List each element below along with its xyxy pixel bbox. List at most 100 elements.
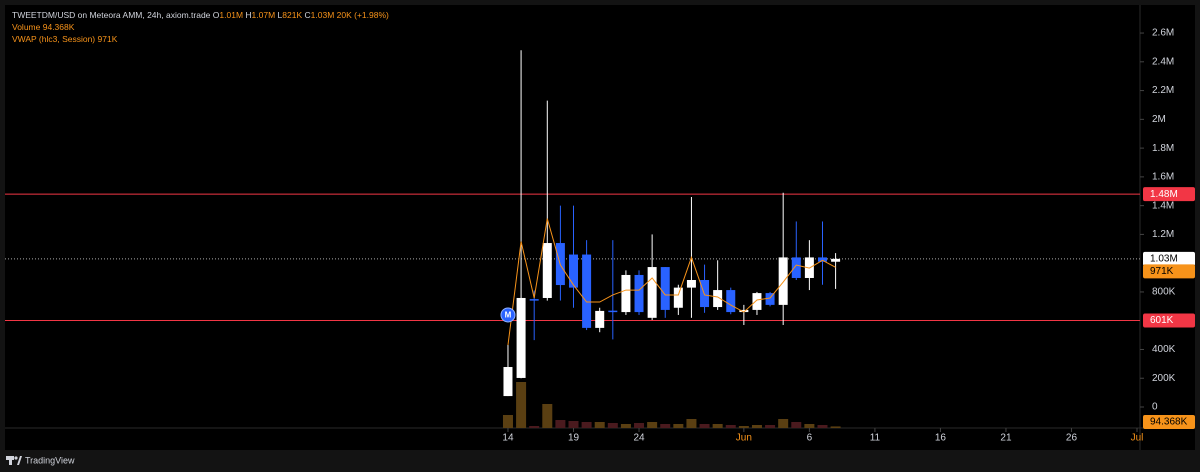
x-tick-label: 24 bbox=[633, 433, 645, 444]
y-tick-label: 2.4M bbox=[1152, 56, 1174, 67]
volume-bar bbox=[765, 425, 776, 428]
ohlc: O1.01M H1.07M L821K C1.03M bbox=[213, 10, 337, 20]
vwap-value: 971K bbox=[97, 34, 118, 44]
y-tick-label: 1.2M bbox=[1152, 229, 1174, 240]
volume-bar bbox=[581, 422, 592, 428]
candle-body bbox=[765, 293, 775, 305]
candle-body bbox=[621, 274, 631, 313]
x-tick-label: 6 bbox=[807, 433, 813, 444]
volume-bar bbox=[712, 424, 723, 428]
x-tick-label: 11 bbox=[870, 433, 881, 444]
price-line-label-bg bbox=[1143, 313, 1195, 328]
candle-body bbox=[713, 290, 723, 308]
candle-body bbox=[660, 267, 670, 310]
x-tick-label: 14 bbox=[502, 433, 514, 444]
symbol: TWEETDM/USD on Meteora AMM, 24h, axiom.t… bbox=[12, 10, 211, 20]
volume-bar bbox=[502, 415, 513, 428]
volume-bar bbox=[647, 422, 658, 428]
volume-bar bbox=[778, 419, 789, 428]
marker-label: M bbox=[505, 311, 512, 320]
footer-brand: TradingView bbox=[25, 455, 75, 465]
volume-bar bbox=[555, 420, 566, 428]
legend-main: TWEETDM/USD on Meteora AMM, 24h, axiom.t… bbox=[12, 9, 389, 21]
candle-body bbox=[647, 267, 657, 318]
candle-body bbox=[529, 299, 539, 301]
candle-body bbox=[516, 297, 526, 378]
y-tick-label: 400K bbox=[1152, 344, 1176, 355]
y-tick-label: 1.6M bbox=[1152, 172, 1174, 183]
ohlc-value: 821K bbox=[282, 10, 303, 20]
ohlc-value: 1.01M bbox=[219, 10, 244, 20]
volume-name: Volume bbox=[12, 22, 41, 32]
price-line-label: 601K bbox=[1150, 315, 1174, 326]
candle-body bbox=[778, 257, 788, 305]
volume-label-bg bbox=[1143, 415, 1195, 429]
volume-bar bbox=[542, 404, 553, 428]
vwap-label-bg bbox=[1143, 264, 1195, 279]
ohlc-value: 1.03M bbox=[310, 10, 335, 20]
legend-vwap: VWAP (hlc3, Session) 971K bbox=[12, 33, 389, 45]
volume-bar bbox=[516, 382, 527, 428]
y-tick-label: 2.2M bbox=[1152, 85, 1174, 96]
footer-logo bbox=[6, 456, 22, 465]
candle-body bbox=[752, 293, 762, 310]
candle-body bbox=[726, 290, 736, 313]
volume-bar bbox=[751, 425, 762, 428]
last-price-label: 1.03M bbox=[1150, 253, 1178, 264]
candle-body bbox=[542, 243, 552, 298]
candle-body bbox=[569, 254, 578, 288]
volume-bar bbox=[594, 422, 605, 428]
volume-bar bbox=[686, 419, 697, 428]
volume-bar bbox=[660, 424, 671, 428]
candle-body bbox=[608, 310, 618, 313]
y-tick-label: 0 bbox=[1152, 402, 1158, 413]
candle-body bbox=[595, 310, 605, 328]
x-tick-label: 16 bbox=[935, 433, 947, 444]
candle-body bbox=[634, 274, 644, 313]
volume-bar bbox=[791, 422, 802, 428]
volume-bar bbox=[607, 423, 618, 428]
price-line-label-bg bbox=[1143, 187, 1195, 202]
volume-bar bbox=[568, 421, 579, 428]
volume-bar bbox=[725, 425, 736, 428]
y-tick-label: 200K bbox=[1152, 373, 1176, 384]
y-tick-label: 1.8M bbox=[1152, 143, 1174, 154]
vwap-name: VWAP (hlc3, Session) bbox=[12, 34, 96, 44]
ohlc-label: H bbox=[245, 10, 252, 20]
y-tick-label: 1.4M bbox=[1152, 200, 1174, 211]
candle-body bbox=[831, 258, 841, 262]
candle-body bbox=[791, 257, 801, 278]
ohlc-label: L bbox=[277, 10, 283, 20]
volume-bar bbox=[804, 424, 815, 428]
y-tick-label: 2M bbox=[1152, 114, 1166, 125]
candle-body bbox=[503, 367, 513, 397]
y-tick-label: 800K bbox=[1152, 287, 1176, 298]
volume-label: 94.368K bbox=[1150, 417, 1188, 428]
marker bbox=[500, 307, 516, 323]
legend-volume: Volume 94.368K bbox=[12, 21, 389, 33]
candle-body bbox=[686, 280, 696, 288]
x-tick-label: 26 bbox=[1066, 433, 1078, 444]
vwap-line bbox=[507, 218, 836, 346]
volume-bar bbox=[634, 423, 645, 428]
last-price-label-bg bbox=[1143, 251, 1195, 266]
change: 20K (+1.98%) bbox=[336, 10, 389, 20]
candle-body bbox=[582, 254, 592, 328]
legend: TWEETDM/USD on Meteora AMM, 24h, axiom.t… bbox=[12, 9, 389, 45]
y-tick-label: 2.6M bbox=[1152, 28, 1174, 39]
ohlc-label: O bbox=[212, 10, 220, 20]
x-tick-label: 21 bbox=[1000, 433, 1012, 444]
ohlc-value: 1.07M bbox=[251, 10, 276, 20]
candle-body bbox=[673, 287, 683, 308]
volume-value: 94.368K bbox=[42, 22, 75, 32]
volume-bar bbox=[620, 424, 631, 428]
volume-bar bbox=[673, 424, 684, 428]
plot-bg bbox=[5, 5, 1195, 450]
volume-bar bbox=[830, 426, 841, 428]
volume-bar bbox=[529, 426, 540, 428]
x-tick-label: Jul bbox=[1131, 433, 1144, 444]
candle-body bbox=[817, 257, 827, 262]
x-tick-label: Jun bbox=[736, 433, 752, 444]
volume-bar bbox=[738, 426, 749, 428]
